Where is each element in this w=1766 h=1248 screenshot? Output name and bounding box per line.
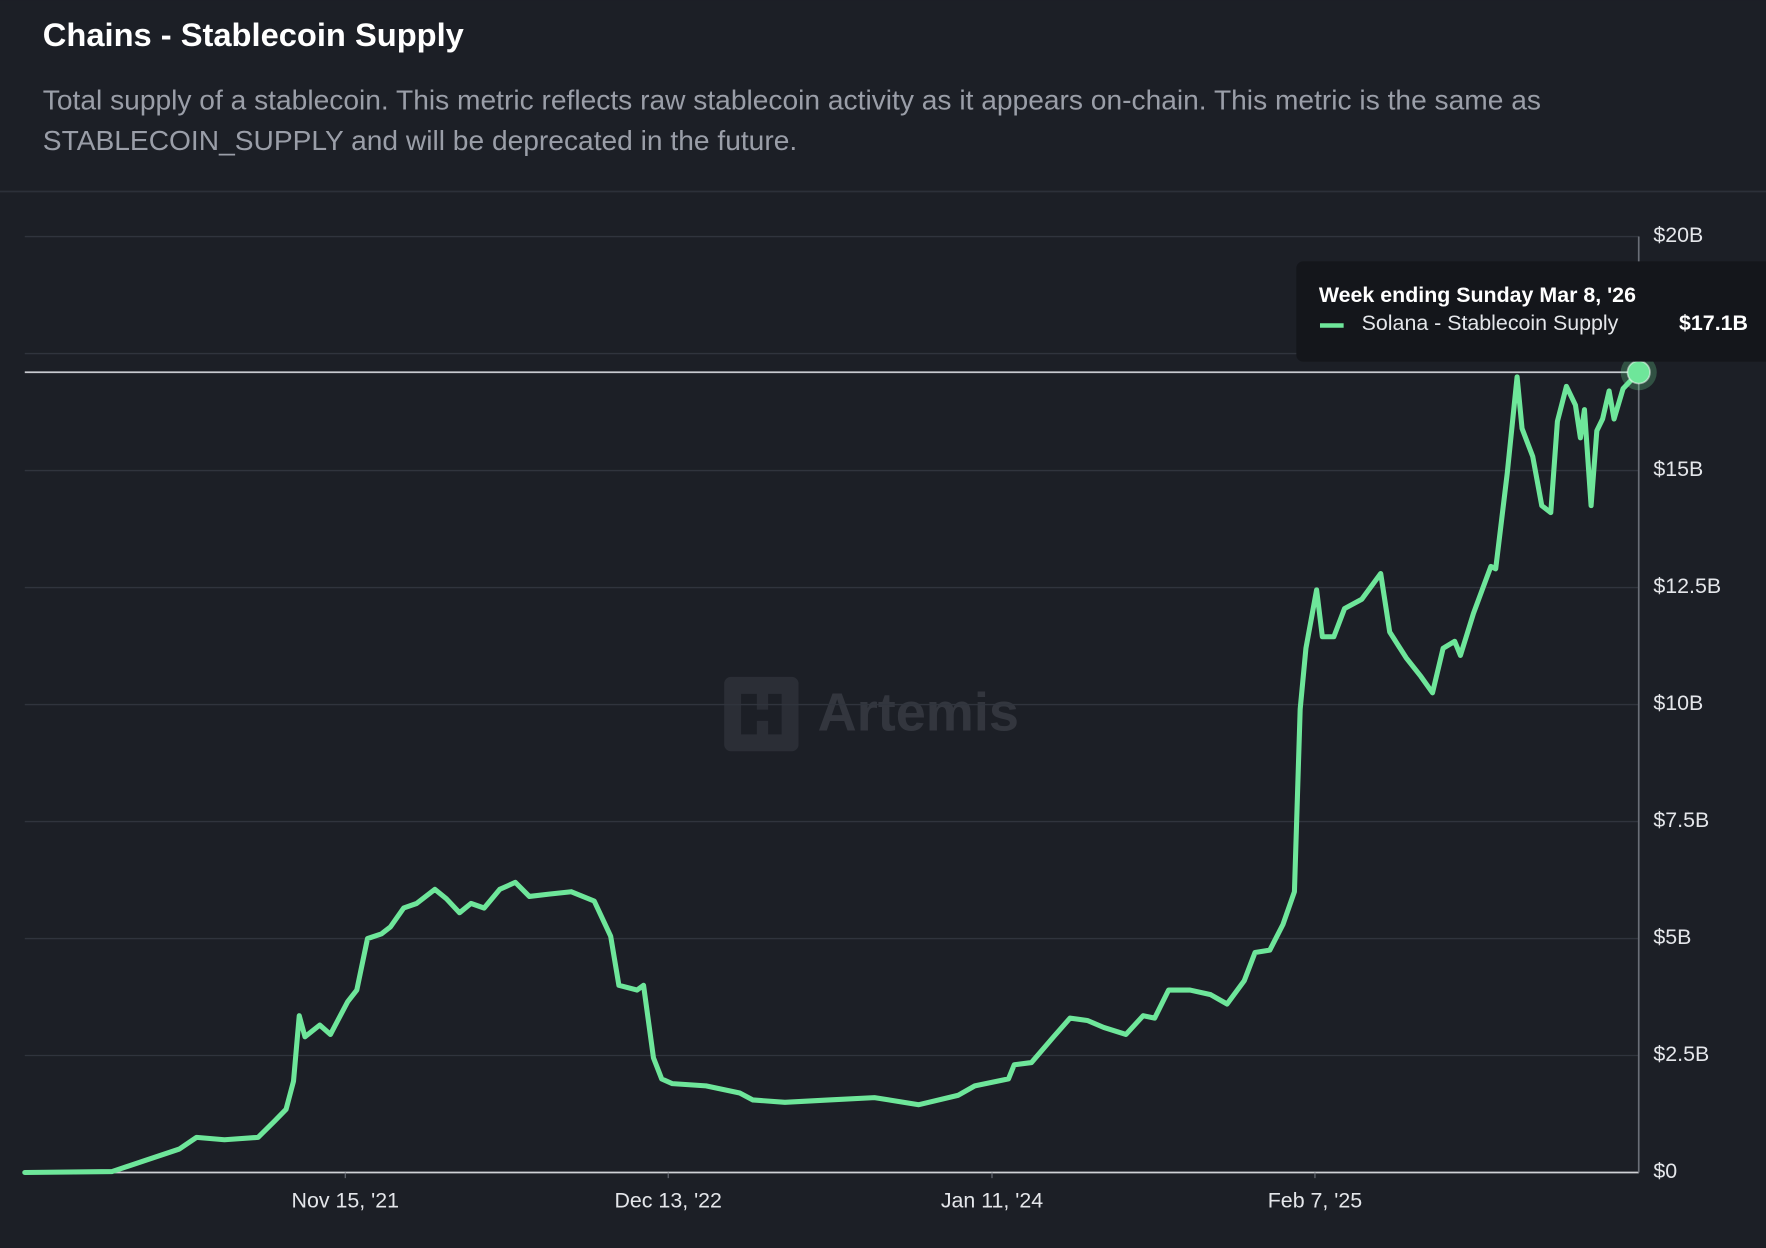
y-tick-label: $7.5B: [1653, 808, 1709, 832]
x-tick-label: Feb 7, '25: [1268, 1188, 1362, 1212]
y-tick-label: $10B: [1653, 691, 1703, 715]
y-tick-label: $12.5B: [1653, 574, 1721, 598]
y-tick-label: $15B: [1653, 457, 1703, 481]
grid: $0$2.5B$5B$7.5B$10B$12.5B$15B$17.5B$20BN…: [24, 223, 1721, 1212]
y-tick-label: $2.5B: [1653, 1042, 1709, 1066]
tooltip-series-name: Solana - Stablecoin Supply: [1362, 311, 1619, 335]
tooltip: Week ending Sunday Mar 8, '26 Solana - St…: [24, 261, 1766, 391]
x-tick-label: Dec 13, '22: [614, 1188, 721, 1212]
x-tick-label: Jan 11, '24: [941, 1188, 1043, 1212]
x-tick-label: Nov 15, '21: [292, 1188, 399, 1212]
chart-subtitle: Total supply of a stablecoin. This metri…: [42, 84, 1541, 157]
header: Chains - Stablecoin Supply Total supply …: [43, 18, 1721, 161]
plot: [22, 369, 1642, 1176]
tooltip-box: [1296, 261, 1766, 362]
watermark: Artemis: [724, 676, 1019, 752]
y-tick-label: $0: [1653, 1159, 1677, 1183]
header-box: Chains - Stablecoin Supply Total supply …: [43, 18, 1721, 161]
tooltip-value: $17.1B: [1679, 311, 1748, 335]
series-line: [22, 369, 1642, 1176]
tooltip-title: Week ending Sunday Mar 8, '26: [1319, 283, 1636, 307]
hover-point: [1626, 360, 1651, 385]
chart-title: Chains - Stablecoin Supply: [42, 18, 464, 55]
y-tick-label: $20B: [1653, 223, 1703, 247]
y-tick-label: $5B: [1653, 925, 1691, 949]
watermark-text: Artemis: [818, 683, 1019, 743]
